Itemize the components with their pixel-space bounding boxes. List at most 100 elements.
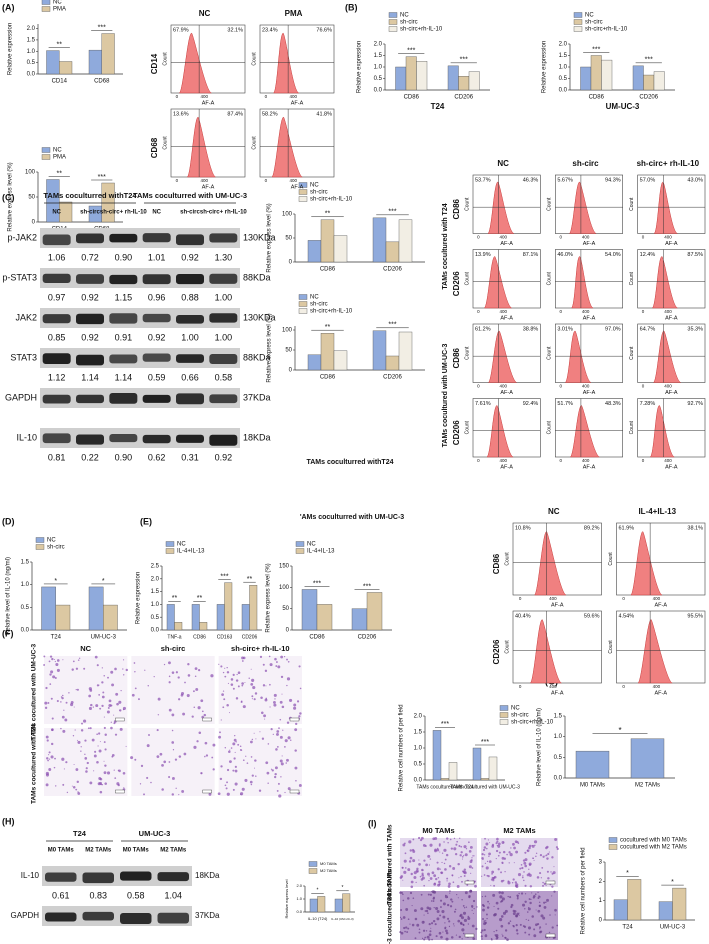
cell-dot xyxy=(488,860,492,863)
cell-dot xyxy=(406,931,409,934)
cell-dot xyxy=(232,788,235,791)
x-tick-label: TAMs cocultured with T24 xyxy=(416,784,474,790)
gate-percent: 46.0% xyxy=(557,252,573,258)
legend-swatch xyxy=(573,19,583,25)
cell-dot xyxy=(168,708,172,712)
panel-label: (E) xyxy=(140,516,152,526)
panel-label: (I) xyxy=(368,818,377,828)
cell-dot xyxy=(280,776,282,778)
group-label: TAMs coculturred withT24 xyxy=(43,191,137,200)
cell-dot xyxy=(429,843,433,847)
cell-dot xyxy=(226,671,230,674)
cell-dot xyxy=(265,761,269,765)
cell-dot xyxy=(438,931,442,935)
cell-dot xyxy=(463,868,467,871)
bar xyxy=(41,586,56,631)
cell-dot xyxy=(250,682,254,686)
cell-dot xyxy=(526,911,529,913)
cell-dot xyxy=(415,869,419,873)
cell-dot xyxy=(88,706,92,710)
cell-dot xyxy=(53,659,55,661)
legend-label: sh-circ+rh-IL-10 xyxy=(400,27,443,33)
cell-dot xyxy=(77,792,81,795)
legend-label: PMA xyxy=(53,155,66,161)
cell-dot xyxy=(420,836,424,840)
y-tick-label: 2.0 xyxy=(296,883,302,888)
cell-dot xyxy=(276,745,279,748)
significance: *** xyxy=(313,580,321,587)
cell-dot xyxy=(217,792,221,796)
column-title: M0 TAMs xyxy=(422,826,454,835)
legend-swatch xyxy=(573,12,583,18)
cell-dot xyxy=(43,655,46,658)
cell-dot xyxy=(197,706,201,710)
cell-dot xyxy=(168,681,171,684)
gate-percent: 41.8% xyxy=(316,111,332,117)
cell-dot xyxy=(180,693,184,697)
gate-percent: 13.6% xyxy=(173,111,189,117)
histogram xyxy=(486,405,514,458)
cell-dot xyxy=(208,792,212,796)
cell-dot xyxy=(193,745,197,749)
cell-dot xyxy=(471,857,473,859)
cell-dot xyxy=(293,703,297,707)
caption: 'AMs coculturred with UM-UC-3 xyxy=(300,514,404,521)
cell-dot xyxy=(463,854,465,857)
cell-dot xyxy=(418,928,421,931)
cell-dot xyxy=(402,879,404,881)
bar xyxy=(432,730,442,781)
cell-dot xyxy=(412,897,415,900)
cell-dot xyxy=(501,891,504,895)
cell-dot xyxy=(483,920,486,922)
x-tick-label: 0 xyxy=(559,384,562,389)
x-tick-label: CD206 xyxy=(242,634,258,640)
band xyxy=(109,354,138,364)
cell-dot xyxy=(432,900,435,902)
plot-frame xyxy=(616,522,706,596)
cell-dot xyxy=(473,855,475,857)
cell-dot xyxy=(419,839,423,842)
y-tick-label: 1.5 xyxy=(414,730,423,736)
legend-swatch xyxy=(35,544,45,550)
cell-dot xyxy=(61,696,64,700)
cell-dot xyxy=(93,770,95,772)
cell-dot xyxy=(522,859,526,862)
band xyxy=(109,233,138,243)
y-axis-label: Relative express level (%) xyxy=(267,203,273,272)
bar xyxy=(405,56,417,91)
bar xyxy=(575,750,610,779)
gate-percent: 67.9% xyxy=(173,27,189,33)
cell-dot xyxy=(49,673,52,676)
y-tick-label: 0 xyxy=(599,918,603,924)
cell-dot xyxy=(122,659,125,661)
cell-dot xyxy=(251,738,254,741)
cell-dot xyxy=(399,931,402,934)
cell-dot xyxy=(458,935,461,939)
bar xyxy=(55,604,71,631)
cell-dot xyxy=(442,902,446,906)
cell-dot xyxy=(227,682,229,685)
cell-dot xyxy=(411,848,415,852)
cell-dot xyxy=(486,860,489,863)
cell-dot xyxy=(103,771,107,775)
cell-dot xyxy=(235,697,239,700)
y-tick-label: 0.0 xyxy=(27,72,36,78)
cell-dot xyxy=(495,842,498,845)
cell-dot xyxy=(70,703,74,707)
cell-dot xyxy=(239,745,242,748)
y-tick-label: 100 xyxy=(282,212,293,218)
cell-dot xyxy=(546,845,549,849)
panel-label: (C) xyxy=(2,192,15,202)
legend-swatch xyxy=(499,719,509,725)
scale-bar xyxy=(115,789,125,794)
gate-percent: 61.9% xyxy=(619,525,635,531)
cell-dot xyxy=(533,840,538,844)
row-label: JAK2 xyxy=(15,312,37,322)
cell-dot xyxy=(267,743,270,745)
x-axis-label: AF-A xyxy=(654,690,667,696)
cell-dot xyxy=(463,845,467,849)
band-value: 0.31 xyxy=(181,452,199,462)
cell-dot xyxy=(91,738,95,742)
cell-dot xyxy=(115,692,119,696)
bar xyxy=(385,241,400,263)
